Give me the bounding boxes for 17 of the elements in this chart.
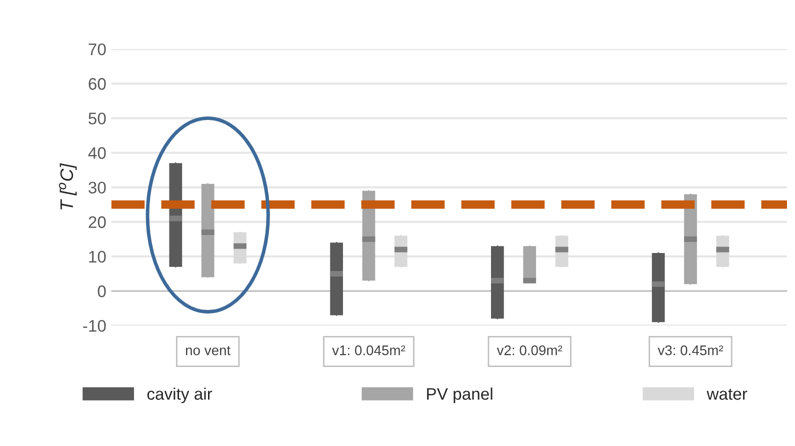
legend-label: water bbox=[706, 388, 748, 400]
x-tick-label: v2: 0.09m² bbox=[496, 345, 562, 356]
y-tick-label: 30 bbox=[88, 182, 106, 194]
y-tick-label: 70 bbox=[88, 43, 106, 56]
x-tick-label: v3: 0.45m² bbox=[658, 345, 724, 356]
legend-label: cavity air bbox=[147, 388, 212, 404]
y-axis-title: T [$^{o}$C] bbox=[58, 163, 77, 210]
y-tick-label: 60 bbox=[88, 78, 106, 90]
y-tick-label: 40 bbox=[88, 147, 106, 159]
y-tick-label: -10 bbox=[83, 320, 106, 332]
x-tick-label: no vent bbox=[186, 346, 231, 356]
x-tick-label: v1: 0.045m² bbox=[332, 345, 406, 356]
y-tick-label: 0 bbox=[98, 285, 106, 298]
y-tick-label: 50 bbox=[88, 112, 106, 124]
legend-label: PV panel bbox=[427, 388, 492, 404]
y-tick-label: 10 bbox=[89, 250, 106, 263]
y-tick-label: 20 bbox=[88, 216, 106, 228]
